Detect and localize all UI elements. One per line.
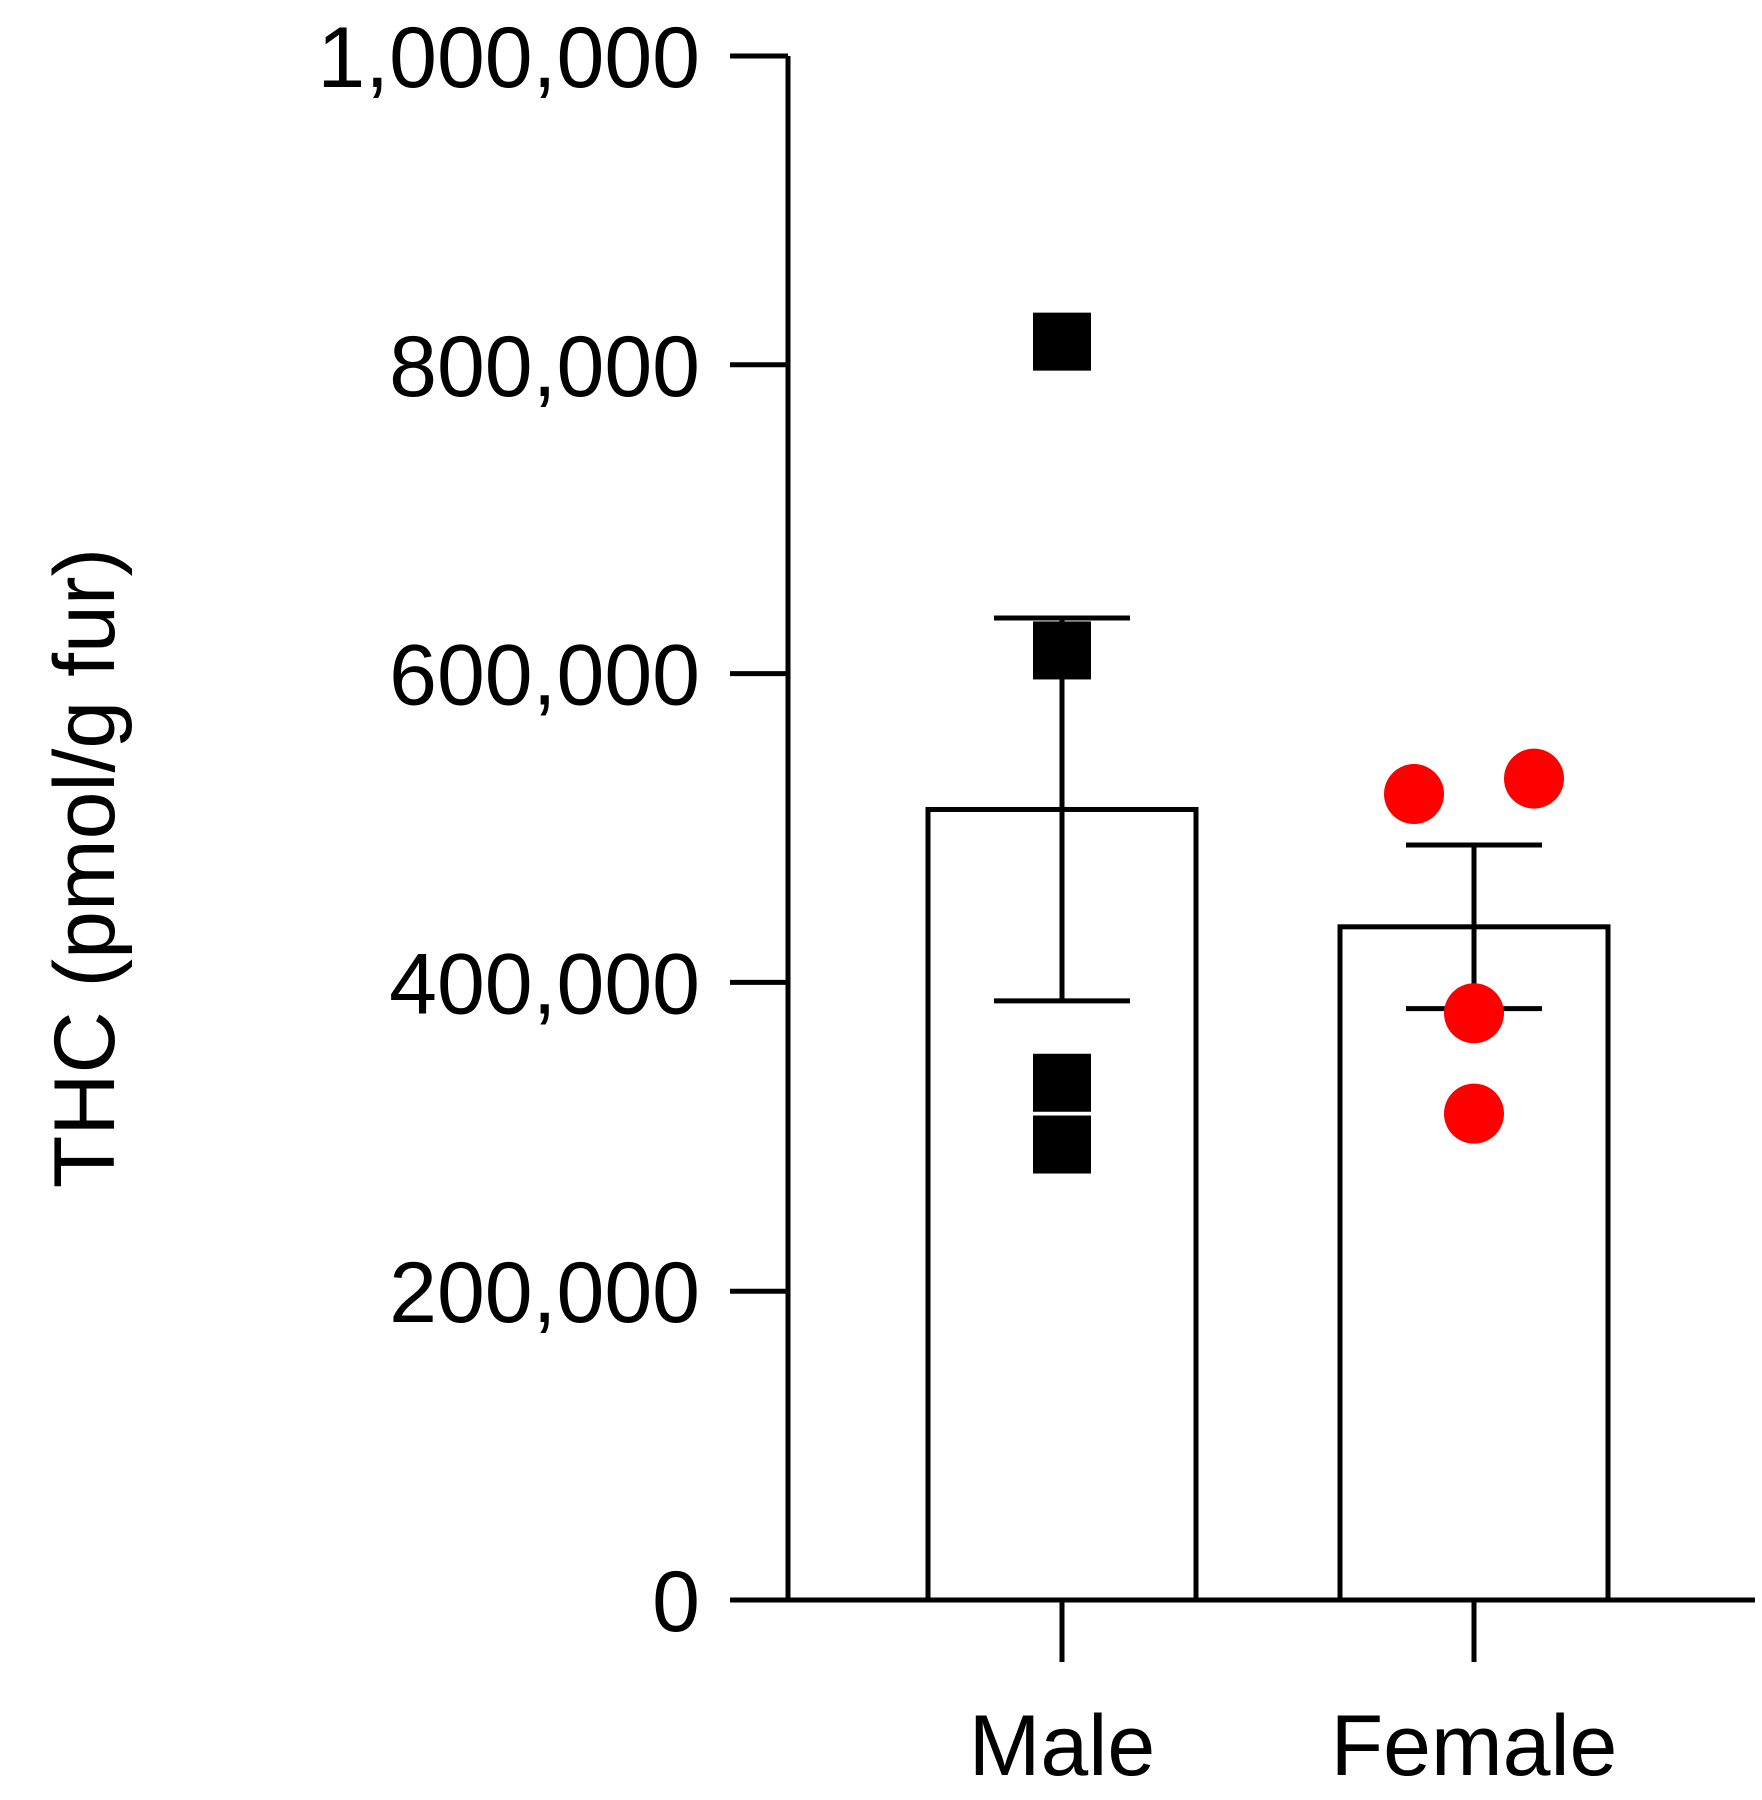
y-axis-title-group: THC (pmol/g fur) — [37, 548, 133, 1188]
point-male-1 — [1033, 312, 1091, 371]
axes — [730, 56, 1755, 1603]
x-ticks: Male Female — [969, 1600, 1618, 1794]
error-bars — [994, 615, 1542, 1012]
y-tick-label: 600,000 — [389, 628, 700, 724]
point-male-2 — [1033, 621, 1091, 680]
y-tick-label: 200,000 — [389, 1245, 700, 1341]
x-category-label: Male — [969, 1698, 1155, 1794]
y-axis-title: THC (pmol/g fur) — [37, 548, 133, 1188]
bars — [925, 806, 1611, 1603]
point-male-3 — [1033, 1053, 1091, 1112]
y-ticks: 0 200,000 400,000 600,000 800,000 1,000,000 — [317, 10, 788, 1650]
y-tick-label: 800,000 — [389, 319, 700, 415]
y-tick-label: 400,000 — [389, 936, 700, 1032]
point-female-3 — [1444, 983, 1504, 1044]
point-male-4 — [1033, 1115, 1091, 1174]
point-female-1 — [1384, 764, 1444, 825]
y-tick-label: 0 — [652, 1554, 700, 1650]
x-category-label: Female — [1331, 1698, 1618, 1794]
data-points — [1033, 312, 1564, 1174]
point-female-2 — [1504, 748, 1564, 809]
y-tick-label: 1,000,000 — [317, 10, 700, 106]
point-female-4 — [1444, 1083, 1504, 1144]
